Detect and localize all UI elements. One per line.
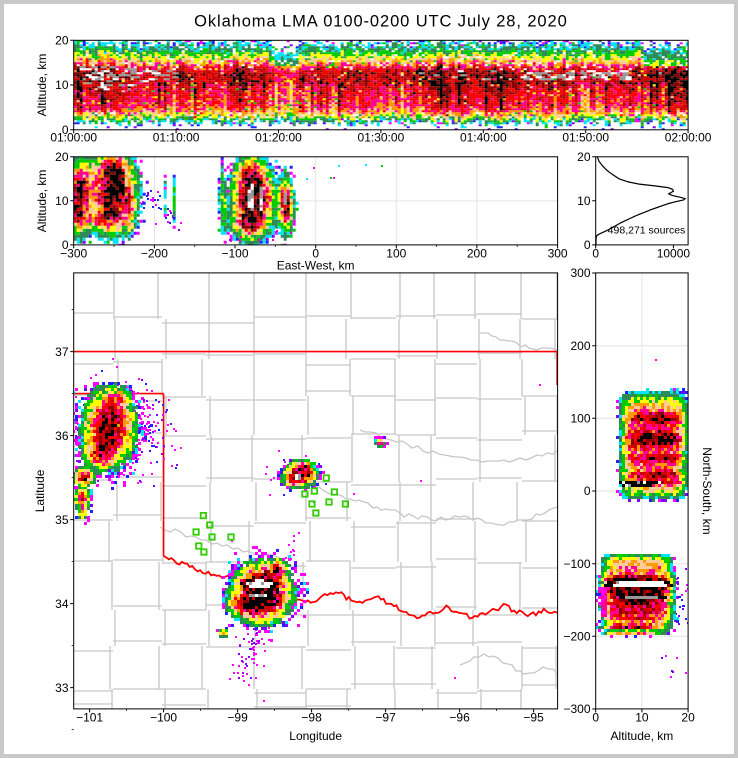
- svg-text:01:10:00: 01:10:00: [153, 130, 200, 144]
- svg-text:−100: −100: [221, 247, 248, 261]
- svg-text:200: 200: [570, 339, 590, 353]
- svg-text:−99: −99: [227, 711, 248, 725]
- svg-text:Altitude, km: Altitude, km: [611, 729, 674, 743]
- svg-text:200: 200: [467, 247, 487, 261]
- svg-text:20: 20: [55, 150, 69, 164]
- svg-text:−95: −95: [523, 711, 544, 725]
- svg-text:10: 10: [55, 194, 69, 208]
- svg-text:20: 20: [55, 34, 69, 48]
- svg-text:−300: −300: [563, 702, 590, 716]
- svg-text:0: 0: [312, 247, 319, 261]
- svg-text:East-West, km: East-West, km: [277, 259, 355, 273]
- svg-text:20: 20: [681, 711, 695, 725]
- svg-text:−96: −96: [449, 711, 470, 725]
- svg-text:01:30:00: 01:30:00: [358, 130, 405, 144]
- svg-text:−98: −98: [301, 711, 322, 725]
- svg-text:10: 10: [55, 78, 69, 92]
- svg-text:Altitude, km: Altitude, km: [35, 170, 49, 233]
- svg-text:0: 0: [62, 238, 69, 252]
- svg-text:0: 0: [584, 238, 591, 252]
- svg-text:02:00:00: 02:00:00: [665, 130, 712, 144]
- svg-text:01:50:00: 01:50:00: [562, 130, 609, 144]
- svg-text:Oklahoma LMA 0100-0200 UTC Jul: Oklahoma LMA 0100-0200 UTC July 28, 2020: [194, 13, 568, 31]
- svg-text:498,271 sources: 498,271 sources: [608, 225, 686, 237]
- svg-text:34: 34: [55, 597, 69, 611]
- svg-text:37: 37: [55, 345, 69, 359]
- svg-text:01:00:00: 01:00:00: [50, 130, 97, 144]
- svg-text:33: 33: [55, 681, 69, 695]
- svg-text:100: 100: [386, 247, 406, 261]
- svg-text:Altitude, km: Altitude, km: [35, 54, 49, 117]
- svg-text:Latitude: Latitude: [33, 469, 47, 512]
- svg-text:Longitude: Longitude: [289, 729, 342, 743]
- svg-text:35: 35: [55, 513, 69, 527]
- svg-text:−100: −100: [150, 711, 177, 725]
- svg-text:300: 300: [570, 266, 590, 280]
- svg-text:10000: 10000: [657, 247, 691, 261]
- svg-text:0: 0: [62, 123, 69, 137]
- svg-text:0: 0: [584, 484, 591, 498]
- svg-text:0: 0: [592, 711, 599, 725]
- svg-text:01:20:00: 01:20:00: [255, 130, 302, 144]
- svg-text:−200: −200: [141, 247, 168, 261]
- svg-text:20: 20: [577, 150, 591, 164]
- svg-text:−200: −200: [563, 630, 590, 644]
- svg-text:01:40:00: 01:40:00: [460, 130, 507, 144]
- svg-text:−97: −97: [375, 711, 396, 725]
- svg-text:−101: −101: [76, 711, 103, 725]
- svg-text:−100: −100: [563, 557, 590, 571]
- svg-text:36: 36: [55, 429, 69, 443]
- svg-text:−300: −300: [60, 247, 87, 261]
- svg-text:North-South, km: North-South, km: [700, 447, 714, 534]
- svg-text:10: 10: [577, 194, 591, 208]
- svg-text:100: 100: [570, 412, 590, 426]
- svg-text:10: 10: [635, 711, 649, 725]
- svg-text:300: 300: [548, 247, 568, 261]
- svg-text:0: 0: [592, 247, 599, 261]
